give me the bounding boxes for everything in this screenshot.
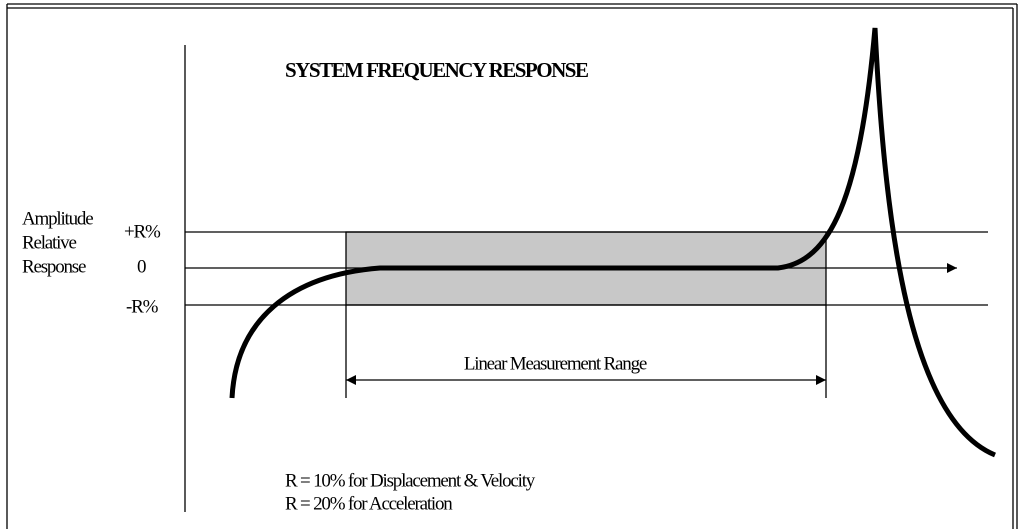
title: SYSTEM FREQUENCY RESPONSE — [285, 58, 588, 82]
axis-label: Relative — [22, 232, 76, 253]
axis-label: Response — [22, 256, 86, 277]
response-curve — [229, 27, 996, 458]
level-label: -R% — [126, 296, 159, 317]
level-label: +R% — [124, 221, 161, 242]
level-label: 0 — [137, 256, 146, 277]
range-label: Linear Measurement Range — [464, 353, 647, 374]
axis-label: Amplitude — [22, 208, 93, 229]
note: R = 10% for Displacement & Velocity — [285, 470, 536, 491]
note: R = 20% for Acceleration — [285, 493, 453, 514]
